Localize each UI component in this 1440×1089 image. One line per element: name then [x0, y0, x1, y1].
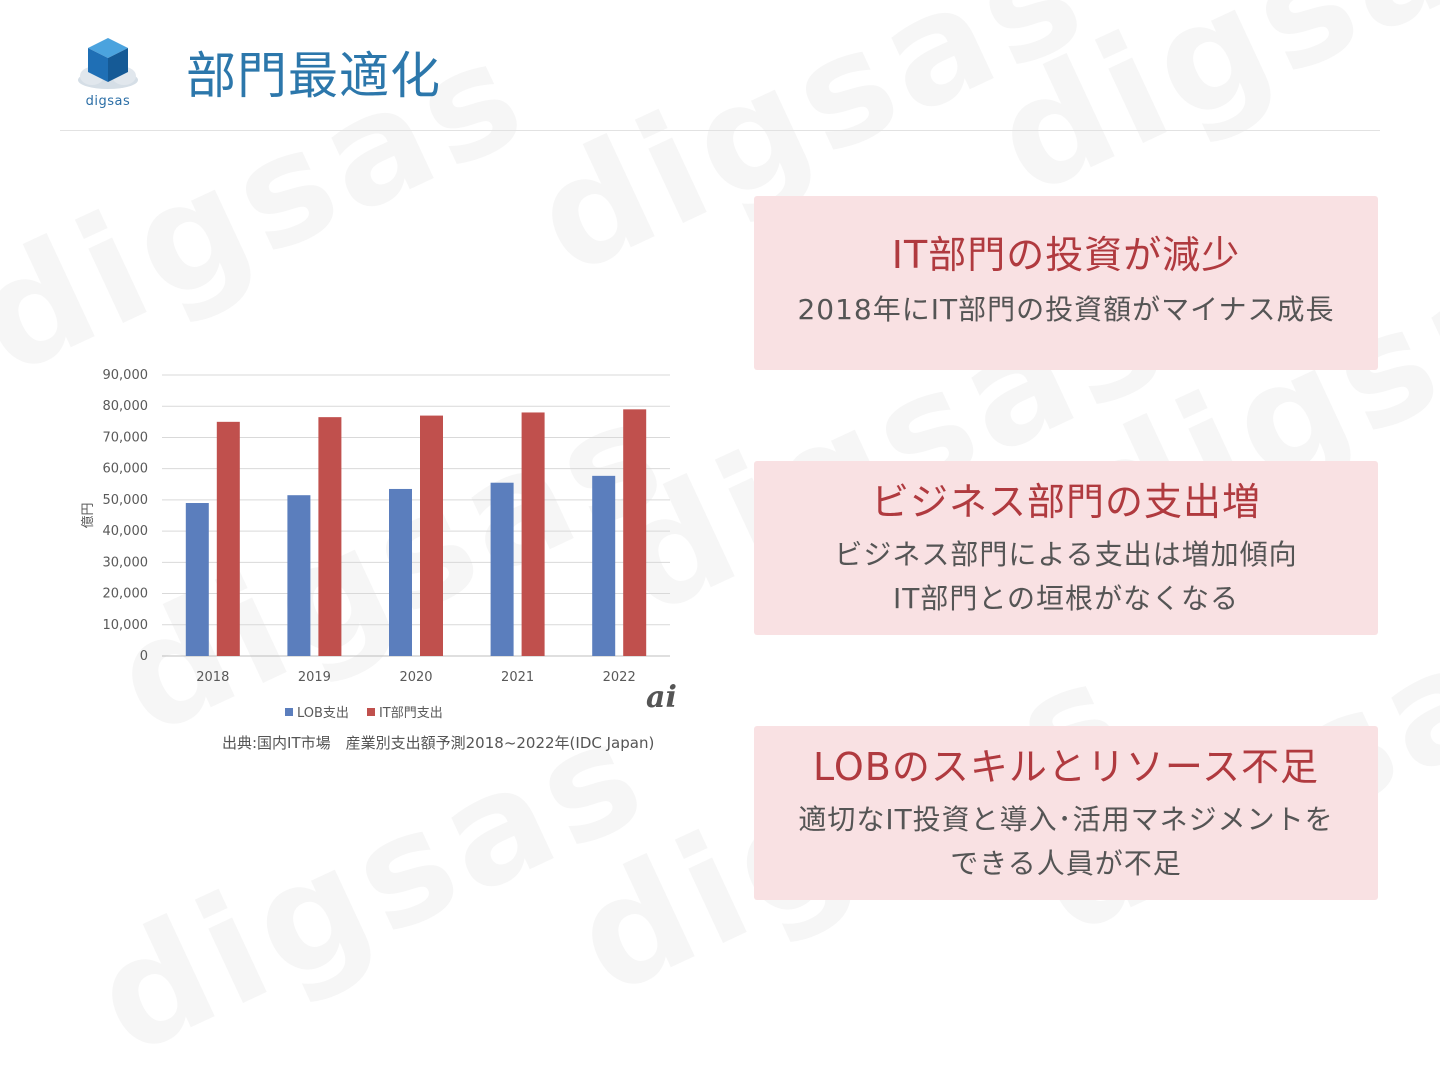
- x-tick-label: 2021: [501, 670, 534, 685]
- bar-it-2019: [318, 417, 342, 656]
- chart-legend: LOB支出 IT部門支出: [285, 702, 443, 721]
- card-business-spending: ビジネス部門の支出増 ビジネス部門による支出は増加傾向 IT部門との垣根がなくな…: [754, 461, 1378, 635]
- y-tick-label: 40,000: [103, 524, 149, 539]
- y-tick-label: 80,000: [103, 399, 149, 414]
- x-tick-label: 2022: [603, 670, 636, 685]
- x-tick-label: 2018: [196, 670, 229, 685]
- card-lob-skills: LOBのスキルとリソース不足 適切なIT投資と導入･活用マネジメントを できる人…: [754, 726, 1378, 900]
- bar-it-2018: [216, 421, 240, 656]
- bar-lob-2022: [592, 475, 616, 656]
- y-tick-label: 60,000: [103, 462, 149, 477]
- card-heading: IT部門の投資が減少: [891, 233, 1241, 277]
- y-tick-label: 30,000: [103, 555, 149, 570]
- title-divider: [60, 130, 1380, 131]
- legend-item-lob: LOB支出: [285, 702, 349, 721]
- y-tick-label: 50,000: [103, 493, 149, 508]
- legend-label-lob: LOB支出: [297, 706, 349, 721]
- bar-it-2022: [623, 409, 647, 656]
- bar-lob-2018: [185, 503, 209, 656]
- card-heading: LOBのスキルとリソース不足: [813, 745, 1319, 789]
- x-tick-label: 2019: [298, 670, 331, 685]
- card-text: ビジネス部門による支出は増加傾向: [834, 538, 1298, 571]
- bar-lob-2020: [389, 488, 412, 656]
- card-text: IT部門との垣根がなくなる: [892, 582, 1240, 615]
- digsas-logo: digsas: [68, 34, 148, 112]
- y-axis-label: 億円: [80, 502, 96, 528]
- y-tick-label: 0: [140, 649, 148, 664]
- card-heading: ビジネス部門の支出増: [870, 480, 1261, 524]
- logo-text: digsas: [85, 94, 131, 109]
- y-tick-label: 90,000: [103, 368, 149, 383]
- y-tick-label: 20,000: [103, 587, 149, 602]
- legend-label-it: IT部門支出: [378, 706, 443, 721]
- ai-badge-logo: ai: [646, 680, 677, 715]
- bar-chart: 0 10,000 20,000 30,000 40,000 50,000 60,000 70,…: [60, 350, 700, 760]
- bar-lob-2021: [490, 482, 514, 656]
- card-text: 適切なIT投資と導入･活用マネジメントを: [798, 803, 1334, 836]
- card-it-investment: IT部門の投資が減少 2018年にIT部門の投資額がマイナス成長: [754, 196, 1378, 370]
- card-text: できる人員が不足: [950, 847, 1182, 880]
- chart-canvas: 0 10,000 20,000 30,000 40,000 50,000 60,000 70,…: [80, 368, 670, 685]
- cube-cloud-icon: [78, 38, 138, 89]
- bar-lob-2019: [287, 495, 311, 656]
- card-text: 2018年にIT部門の投資額がマイナス成長: [797, 293, 1335, 326]
- y-tick-label: 10,000: [103, 618, 149, 633]
- chart-source: 出典:国内IT市場 産業別支出額予測2018~2022年(IDC Japan): [222, 734, 655, 752]
- legend-swatch-lob: [285, 707, 293, 716]
- legend-item-it: IT部門支出: [366, 702, 443, 721]
- y-tick-label: 70,000: [103, 430, 149, 445]
- page-title: 部門最適化: [186, 47, 441, 105]
- legend-swatch-it: [366, 707, 375, 716]
- x-tick-label: 2020: [399, 670, 432, 685]
- bar-it-2021: [521, 412, 545, 656]
- watermark: digsas: [970, 0, 1440, 229]
- bar-it-2020: [420, 415, 443, 656]
